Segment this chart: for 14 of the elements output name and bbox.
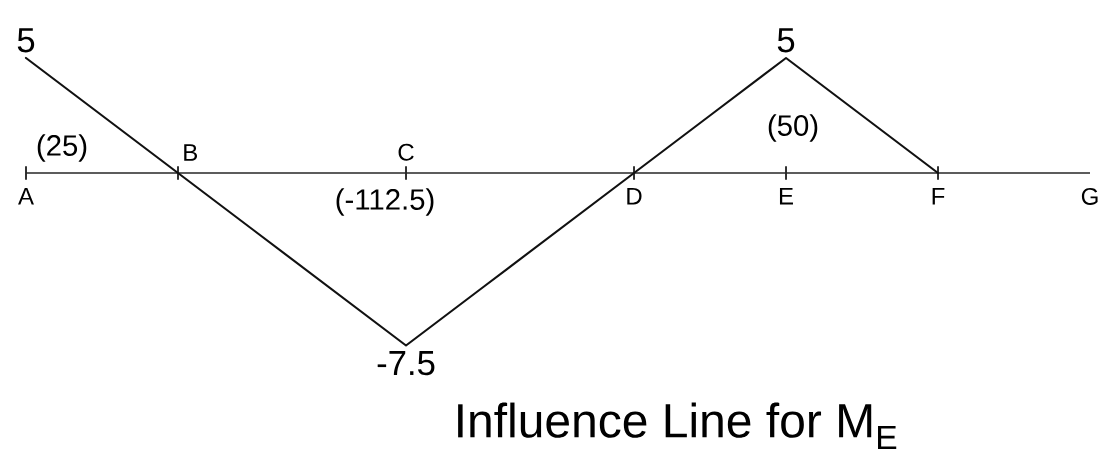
data-label: 5 (17, 28, 35, 53)
annotation: (25) (37, 134, 87, 162)
x-tick-label: G (1081, 187, 1098, 205)
x-tick-label: C (398, 143, 414, 161)
annotation: (-112.5) (336, 188, 434, 216)
x-tick-label: A (18, 187, 34, 205)
data-label: 5 (777, 28, 795, 53)
annotation: (50) (768, 114, 818, 142)
data-label: -7.5 (377, 351, 435, 376)
x-tick-label: E (779, 187, 793, 205)
x-tick-label: D (627, 187, 642, 205)
x-tick-label: B (184, 144, 198, 161)
x-tick-label: F (932, 187, 945, 205)
text: Influence Line for M$_{E}$ (458, 402, 897, 450)
